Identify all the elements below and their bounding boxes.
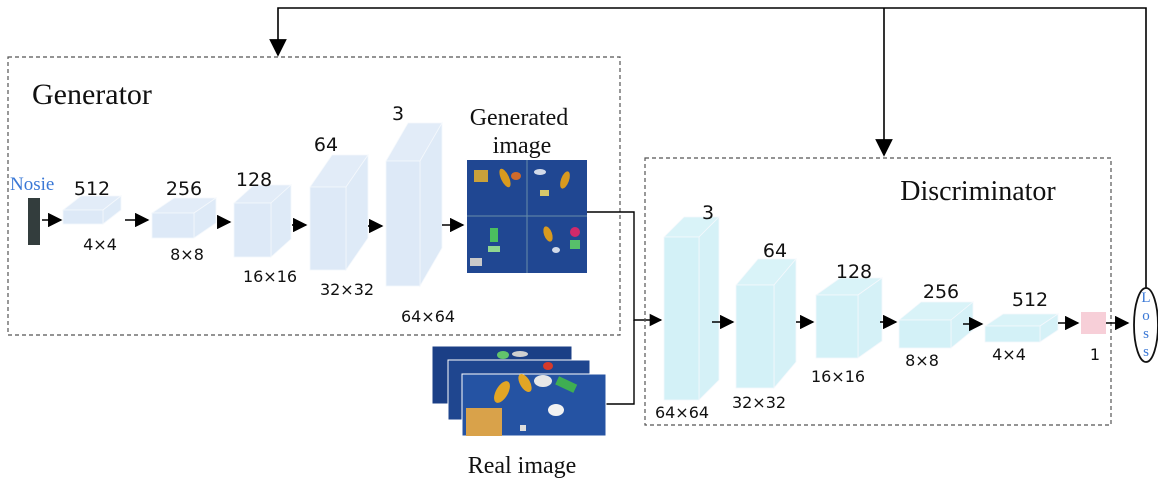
discriminator-layer-block bbox=[897, 301, 975, 349]
noise-label: Nosie bbox=[10, 174, 54, 195]
generator-layer-block bbox=[385, 121, 443, 288]
generated-image bbox=[467, 160, 587, 273]
loss-letter-4: s bbox=[1143, 344, 1149, 360]
generator-layer-channels: 64 bbox=[314, 134, 338, 156]
discriminator-layers: 3 64×64 64 32×32 128 16×16 256 8×8 512 4×4 bbox=[655, 202, 1080, 422]
generator-layer-channels: 512 bbox=[74, 178, 110, 200]
discriminator-layer-block bbox=[983, 313, 1060, 343]
generator-layer-size: 8×8 bbox=[170, 245, 204, 264]
feedback-connectors bbox=[269, 7, 1147, 290]
discriminator-title: Discriminator bbox=[900, 176, 1056, 207]
discriminator-layer-size: 8×8 bbox=[905, 351, 939, 370]
discriminator-layer-channels: 3 bbox=[702, 202, 714, 224]
discriminator-layer-block bbox=[735, 257, 797, 390]
generator-box bbox=[7, 56, 621, 336]
generated-image-label-line2: image bbox=[493, 133, 552, 159]
generator-layers: 512 4×4 256 8×8 128 16×16 64 32×32 3 64×64 bbox=[42, 103, 465, 326]
generator-layer-block bbox=[150, 197, 218, 239]
discriminator-output-node bbox=[1081, 312, 1106, 334]
discriminator-layer-size: 4×4 bbox=[992, 345, 1026, 364]
loss-letter-2: o bbox=[1142, 308, 1150, 324]
discriminator-layer-block bbox=[663, 216, 720, 401]
loss-node bbox=[1133, 287, 1158, 363]
generator-layer-channels: 3 bbox=[392, 103, 404, 125]
loss-letter-1: L bbox=[1141, 290, 1150, 306]
generator-layer-size: 4×4 bbox=[83, 235, 117, 254]
discriminator-layer-size: 64×64 bbox=[655, 403, 709, 422]
generator-layer-size: 16×16 bbox=[243, 267, 297, 286]
discriminator-layer-size: 32×32 bbox=[732, 393, 786, 412]
merge-connectors bbox=[587, 211, 663, 405]
discriminator-box bbox=[644, 157, 1112, 426]
real-image-label: Real image bbox=[468, 453, 577, 479]
generator-layer-block bbox=[61, 195, 123, 225]
real-image-stack bbox=[431, 345, 607, 437]
discriminator-layer-channels: 64 bbox=[763, 240, 787, 262]
generator-layer-block bbox=[232, 184, 293, 258]
loss-letters: L o s s bbox=[1141, 290, 1150, 360]
generator-title: Generator bbox=[32, 78, 152, 111]
generator-layer-size: 32×32 bbox=[320, 280, 374, 299]
discriminator-layer-block bbox=[814, 277, 884, 359]
discriminator-layer-channels: 512 bbox=[1012, 289, 1048, 311]
generated-image-label-line1: Generated bbox=[470, 105, 569, 131]
generator-layer-channels: 128 bbox=[236, 169, 272, 191]
discriminator-output-value: 1 bbox=[1090, 345, 1100, 364]
loss-letter-3: s bbox=[1143, 326, 1149, 342]
generator-layer-size: 64×64 bbox=[401, 307, 455, 326]
discriminator-layer-channels: 128 bbox=[836, 261, 872, 283]
generator-layer-channels: 256 bbox=[166, 178, 202, 200]
generator-layer-block bbox=[309, 153, 369, 272]
discriminator-layer-size: 16×16 bbox=[811, 367, 865, 386]
discriminator-layer-channels: 256 bbox=[923, 281, 959, 303]
noise-vector bbox=[28, 198, 40, 245]
